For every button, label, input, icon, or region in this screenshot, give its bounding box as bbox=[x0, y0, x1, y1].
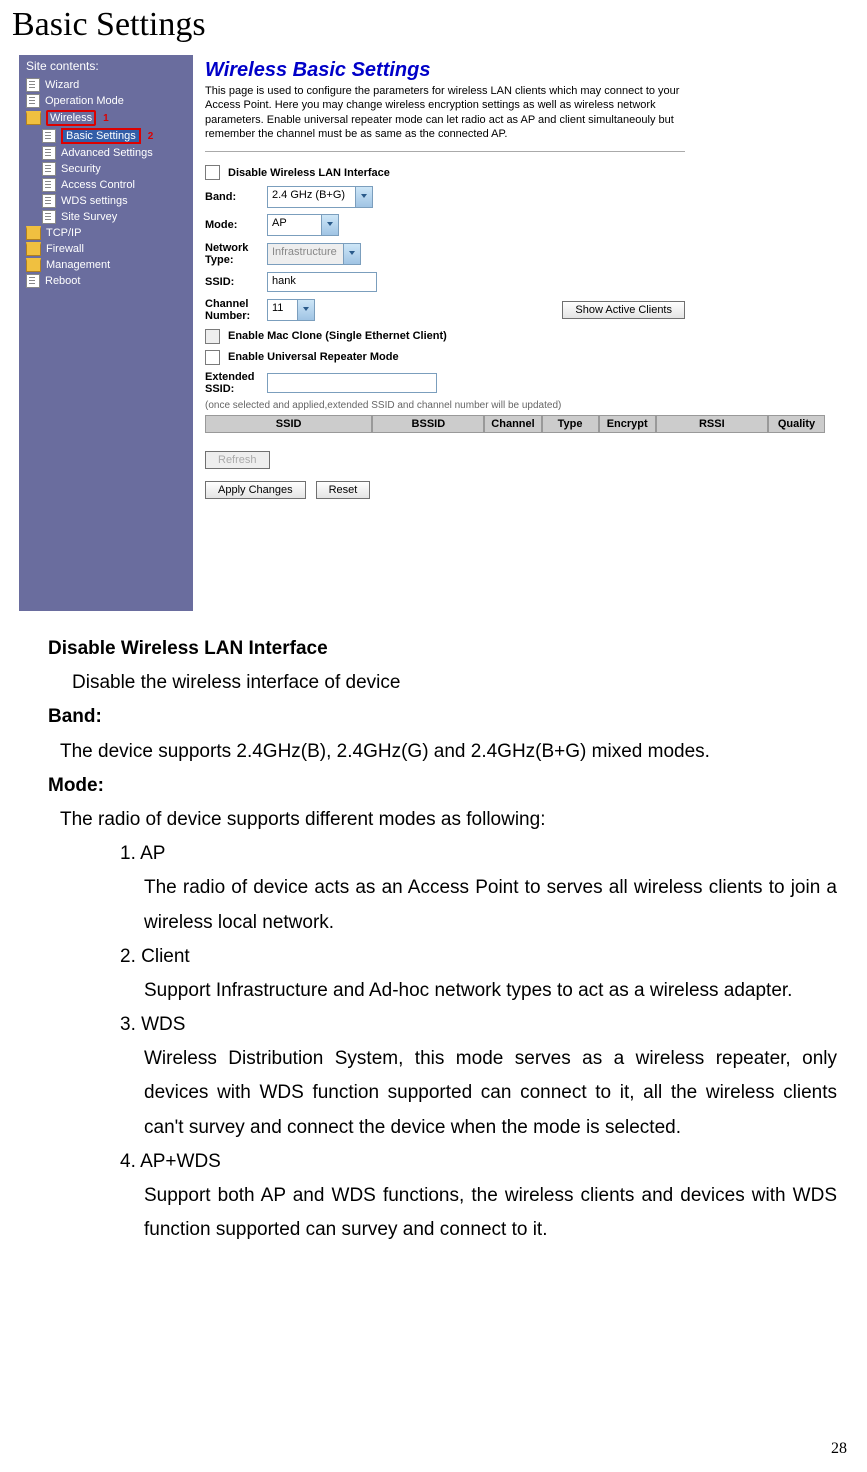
col-channel: Channel bbox=[484, 415, 541, 433]
urm-label: Enable Universal Repeater Mode bbox=[228, 351, 399, 363]
band-select[interactable]: 2.4 GHz (B+G) bbox=[267, 186, 373, 208]
sidebar-item[interactable]: Site Survey bbox=[22, 209, 190, 225]
doc-icon bbox=[42, 178, 56, 192]
sec-disable-h: Disable Wireless LAN Interface bbox=[48, 632, 837, 666]
sec-mode-body: The radio of device supports different m… bbox=[48, 803, 837, 837]
sec-mode-h: Mode: bbox=[48, 769, 837, 803]
sec-band-h: Band: bbox=[48, 700, 837, 734]
sidebar-item-label: Basic Settings bbox=[61, 128, 141, 144]
page-number: 28 bbox=[831, 1440, 847, 1458]
doc-icon bbox=[26, 274, 40, 288]
disable-wlan-checkbox[interactable] bbox=[205, 165, 220, 180]
sidebar-item-label: TCP/IP bbox=[46, 227, 81, 239]
folder-icon bbox=[26, 111, 41, 125]
main-desc: This page is used to configure the param… bbox=[205, 82, 705, 147]
doc-icon bbox=[42, 162, 56, 176]
m1: 1. AP bbox=[48, 837, 837, 871]
urm-checkbox[interactable] bbox=[205, 350, 220, 365]
sidebar-item[interactable]: TCP/IP bbox=[22, 225, 190, 241]
mode-label: Mode: bbox=[205, 219, 267, 231]
m2: 2. Client bbox=[48, 940, 837, 974]
channel-select[interactable]: 11 bbox=[267, 299, 315, 321]
m4b: Support both AP and WDS functions, the w… bbox=[48, 1179, 837, 1247]
main-heading: Wireless Basic Settings bbox=[205, 55, 825, 82]
doc-body: Disable Wireless LAN Interface Disable t… bbox=[0, 612, 867, 1247]
sidebar-item[interactable]: Firewall bbox=[22, 241, 190, 257]
ext-ssid-label: Extended SSID: bbox=[205, 371, 267, 395]
ssid-input[interactable]: hank bbox=[267, 272, 377, 292]
band-label: Band: bbox=[205, 191, 267, 203]
doc-icon bbox=[26, 78, 40, 92]
sidebar-item[interactable]: Reboot bbox=[22, 273, 190, 289]
sec-disable-body: Disable the wireless interface of device bbox=[48, 666, 837, 700]
apply-button[interactable]: Apply Changes bbox=[205, 481, 306, 499]
sidebar: Site contents: Wizard Operation Mode Wirel… bbox=[19, 55, 193, 611]
m4: 4. AP+WDS bbox=[48, 1145, 837, 1179]
m1b: The radio of device acts as an Access Po… bbox=[48, 871, 837, 939]
doc-icon bbox=[42, 194, 56, 208]
sidebar-item-label: Site Survey bbox=[61, 211, 117, 223]
sidebar-item[interactable]: Wizard bbox=[22, 77, 190, 93]
sidebar-item[interactable]: Advanced Settings bbox=[22, 145, 190, 161]
sec-band-body: The device supports 2.4GHz(B), 2.4GHz(G)… bbox=[48, 735, 837, 769]
folder-icon bbox=[26, 226, 41, 240]
sidebar-item[interactable]: WDS settings bbox=[22, 193, 190, 209]
doc-icon bbox=[42, 146, 56, 160]
main-panel: Wireless Basic Settings This page is use… bbox=[199, 55, 831, 611]
m2b: Support Infrastructure and Ad-hoc networ… bbox=[48, 974, 837, 1008]
ext-ssid-input[interactable] bbox=[267, 373, 437, 393]
page-title: Basic Settings bbox=[0, 0, 867, 44]
m3: 3. WDS bbox=[48, 1008, 837, 1042]
m3b: Wireless Distribution System, this mode … bbox=[48, 1042, 837, 1145]
doc-icon bbox=[26, 94, 40, 108]
ntype-label: Network Type: bbox=[205, 242, 267, 266]
ssid-label: SSID: bbox=[205, 276, 267, 288]
channel-label: Channel Number: bbox=[205, 298, 267, 322]
mode-select[interactable]: AP bbox=[267, 214, 339, 236]
col-ssid: SSID bbox=[205, 415, 372, 433]
sidebar-item-label: Wizard bbox=[45, 79, 79, 91]
sidebar-item[interactable]: Operation Mode bbox=[22, 93, 190, 109]
sidebar-item-label: Operation Mode bbox=[45, 95, 124, 107]
folder-icon bbox=[26, 258, 41, 272]
ext-note: (once selected and applied,extended SSID… bbox=[205, 398, 825, 411]
refresh-button: Refresh bbox=[205, 451, 270, 469]
sidebar-title: Site contents: bbox=[22, 59, 190, 73]
sidebar-item[interactable]: Basic Settings 2 bbox=[22, 127, 190, 145]
sidebar-item-label: Wireless bbox=[46, 110, 96, 126]
sidebar-item-label: Firewall bbox=[46, 243, 84, 255]
disable-wlan-label: Disable Wireless LAN Interface bbox=[228, 167, 390, 179]
col-rssi: RSSI bbox=[656, 415, 768, 433]
annotation: 1 bbox=[103, 113, 109, 124]
sidebar-item-label: WDS settings bbox=[61, 195, 128, 207]
sidebar-item[interactable]: Management bbox=[22, 257, 190, 273]
col-encrypt: Encrypt bbox=[599, 415, 656, 433]
col-quality: Quality bbox=[768, 415, 825, 433]
sidebar-item-label: Management bbox=[46, 259, 110, 271]
sidebar-item[interactable]: Security bbox=[22, 161, 190, 177]
annotation: 2 bbox=[148, 131, 154, 142]
doc-icon bbox=[42, 129, 56, 143]
doc-icon bbox=[42, 210, 56, 224]
scan-table-header: SSID BSSID Channel Type Encrypt RSSI Qua… bbox=[205, 415, 825, 433]
col-type: Type bbox=[542, 415, 599, 433]
sidebar-item-label: Reboot bbox=[45, 275, 80, 287]
ntype-select: Infrastructure bbox=[267, 243, 361, 265]
sidebar-item-label: Advanced Settings bbox=[61, 147, 153, 159]
separator bbox=[205, 151, 685, 152]
sidebar-item-label: Access Control bbox=[61, 179, 135, 191]
mac-clone-label: Enable Mac Clone (Single Ethernet Client… bbox=[228, 330, 447, 342]
sidebar-item[interactable]: Wireless 1 bbox=[22, 109, 190, 127]
reset-button[interactable]: Reset bbox=[316, 481, 371, 499]
screenshot-panel: Site contents: Wizard Operation Mode Wirel… bbox=[18, 54, 832, 612]
sidebar-item[interactable]: Access Control bbox=[22, 177, 190, 193]
col-bssid: BSSID bbox=[372, 415, 484, 433]
folder-icon bbox=[26, 242, 41, 256]
sidebar-item-label: Security bbox=[61, 163, 101, 175]
show-clients-button[interactable]: Show Active Clients bbox=[562, 301, 685, 319]
mac-clone-checkbox bbox=[205, 329, 220, 344]
